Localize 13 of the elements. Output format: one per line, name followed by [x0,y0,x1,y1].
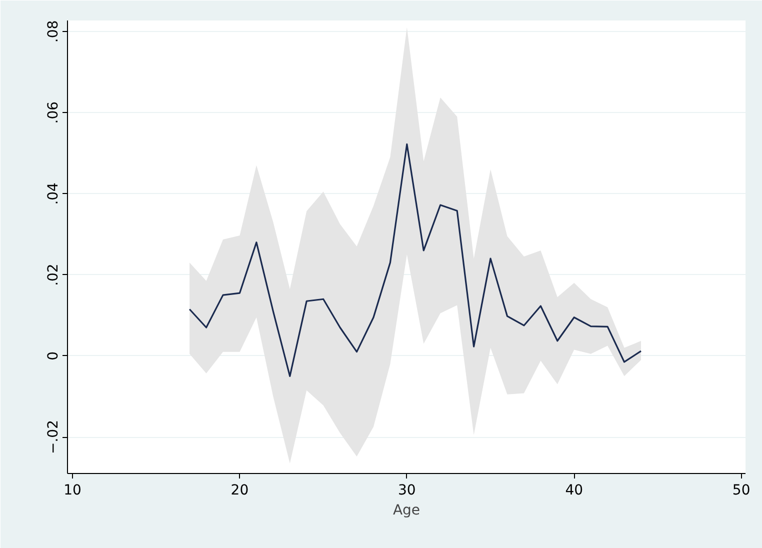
y-tick-label: .06 [46,101,62,124]
y-tick-label: .04 [46,182,62,205]
x-tick-label: 20 [230,482,249,498]
y-tick-label: −.02 [46,420,62,454]
x-tick-label: 50 [732,482,750,498]
x-axis-title: Age [392,502,420,518]
line-series [188,143,642,377]
x-tick-label: 10 [64,482,82,498]
x-tick-label: 40 [565,482,584,498]
y-tick-label: .02 [46,264,62,286]
y-tick-label: .08 [46,20,62,43]
x-tick-label: 30 [398,482,416,498]
y-tick-label: 0 [46,351,62,360]
